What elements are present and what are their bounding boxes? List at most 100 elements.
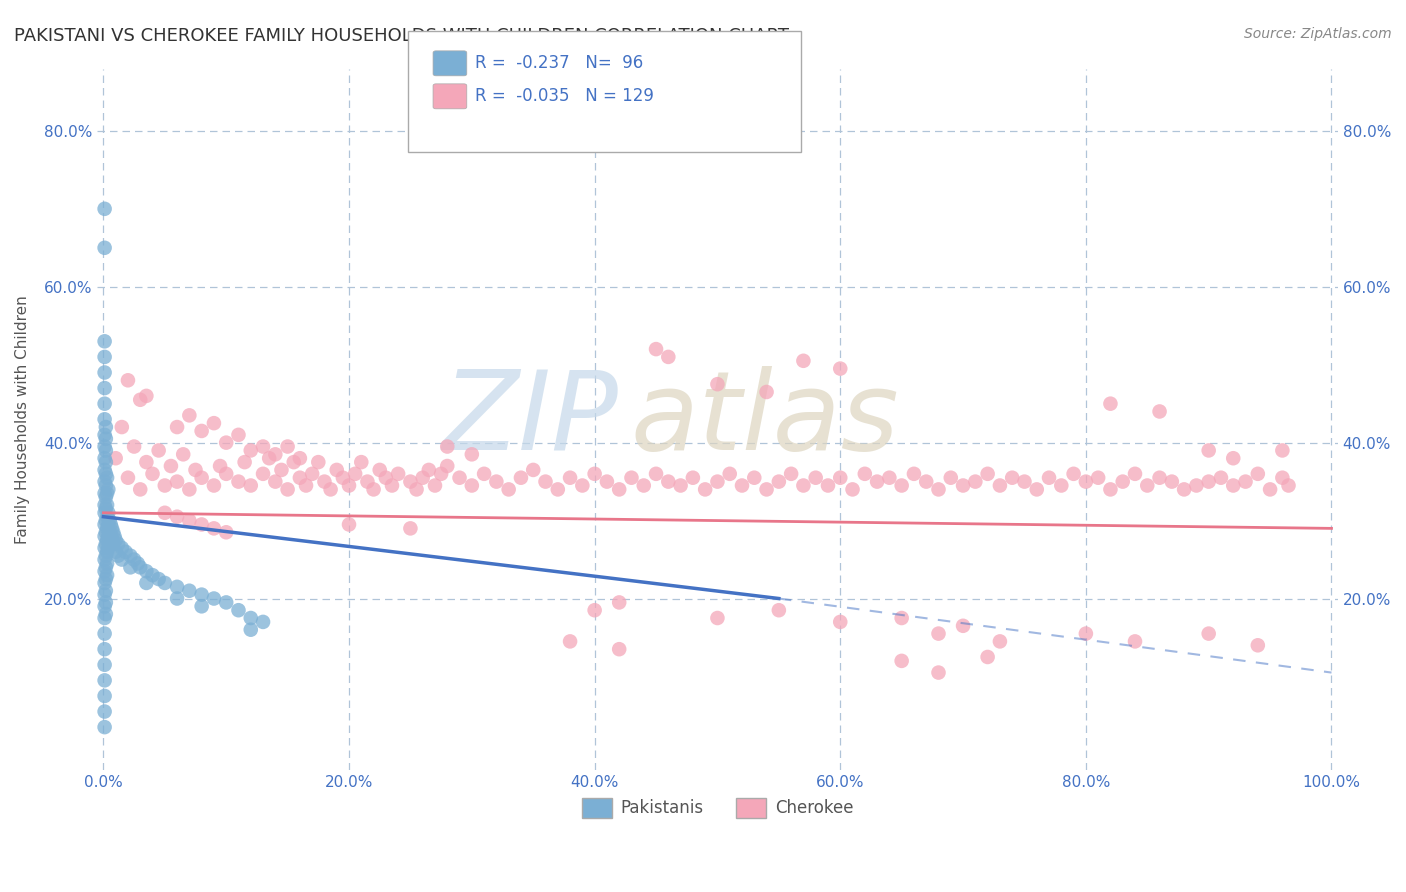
Point: [915, 475, 938, 489]
Point: [117, 471, 139, 485]
Point: [93, 673, 115, 688]
Point: [325, 463, 347, 477]
Point: [1014, 475, 1036, 489]
Point: [103, 529, 125, 543]
Point: [94, 514, 117, 528]
Text: atlas: atlas: [631, 366, 900, 473]
Point: [98, 514, 121, 528]
Point: [239, 443, 262, 458]
Point: [1247, 467, 1270, 481]
Point: [405, 483, 427, 497]
Point: [742, 471, 765, 485]
Point: [890, 611, 912, 625]
Point: [120, 549, 142, 563]
Point: [111, 552, 134, 566]
Point: [1149, 471, 1171, 485]
Point: [830, 361, 852, 376]
Point: [120, 560, 142, 574]
Point: [93, 202, 115, 216]
Point: [1209, 471, 1232, 485]
Point: [1149, 404, 1171, 418]
Point: [190, 599, 212, 614]
Point: [1198, 443, 1220, 458]
Point: [93, 588, 115, 602]
Point: [94, 455, 117, 469]
Point: [202, 521, 225, 535]
Point: [288, 471, 311, 485]
Point: [93, 517, 115, 532]
Point: [1050, 478, 1073, 492]
Point: [356, 475, 378, 489]
Point: [1271, 471, 1294, 485]
Point: [93, 427, 115, 442]
Point: [239, 611, 262, 625]
Point: [927, 483, 949, 497]
Point: [107, 549, 129, 563]
Point: [264, 447, 287, 461]
Point: [927, 626, 949, 640]
Point: [252, 440, 274, 454]
Point: [111, 541, 134, 555]
Point: [903, 467, 925, 481]
Point: [93, 486, 115, 500]
Point: [93, 506, 115, 520]
Point: [94, 478, 117, 492]
Point: [1001, 471, 1024, 485]
Point: [1234, 475, 1257, 489]
Point: [93, 381, 115, 395]
Point: [100, 517, 122, 532]
Point: [93, 241, 115, 255]
Point: [202, 478, 225, 492]
Point: [430, 467, 453, 481]
Point: [122, 440, 145, 454]
Point: [93, 451, 115, 466]
Point: [1271, 443, 1294, 458]
Point: [423, 478, 446, 492]
Point: [283, 455, 305, 469]
Point: [97, 529, 120, 543]
Point: [166, 420, 188, 434]
Point: [122, 552, 145, 566]
Legend: Pakistanis, Cherokee: Pakistanis, Cherokee: [575, 791, 860, 825]
Point: [344, 467, 367, 481]
Point: [93, 412, 115, 426]
Point: [1123, 634, 1146, 648]
Point: [190, 588, 212, 602]
Point: [295, 478, 318, 492]
Point: [93, 463, 115, 477]
Point: [706, 475, 728, 489]
Point: [97, 541, 120, 555]
Point: [179, 409, 201, 423]
Point: [153, 576, 176, 591]
Point: [607, 595, 630, 609]
Point: [93, 626, 115, 640]
Point: [436, 440, 458, 454]
Point: [101, 533, 124, 547]
Point: [184, 463, 207, 477]
Point: [307, 455, 329, 469]
Point: [879, 471, 901, 485]
Point: [1222, 451, 1244, 466]
Point: [94, 572, 117, 586]
Point: [96, 509, 118, 524]
Point: [755, 483, 778, 497]
Point: [94, 607, 117, 621]
Point: [1099, 483, 1122, 497]
Point: [94, 560, 117, 574]
Point: [1198, 475, 1220, 489]
Point: [257, 451, 280, 466]
Point: [166, 509, 188, 524]
Point: [104, 533, 127, 547]
Point: [817, 478, 839, 492]
Point: [94, 502, 117, 516]
Point: [1173, 483, 1195, 497]
Point: [93, 529, 115, 543]
Point: [228, 603, 250, 617]
Point: [571, 478, 593, 492]
Point: [301, 467, 323, 481]
Point: [153, 506, 176, 520]
Point: [129, 483, 152, 497]
Text: Source: ZipAtlas.com: Source: ZipAtlas.com: [1244, 27, 1392, 41]
Point: [399, 475, 422, 489]
Point: [399, 521, 422, 535]
